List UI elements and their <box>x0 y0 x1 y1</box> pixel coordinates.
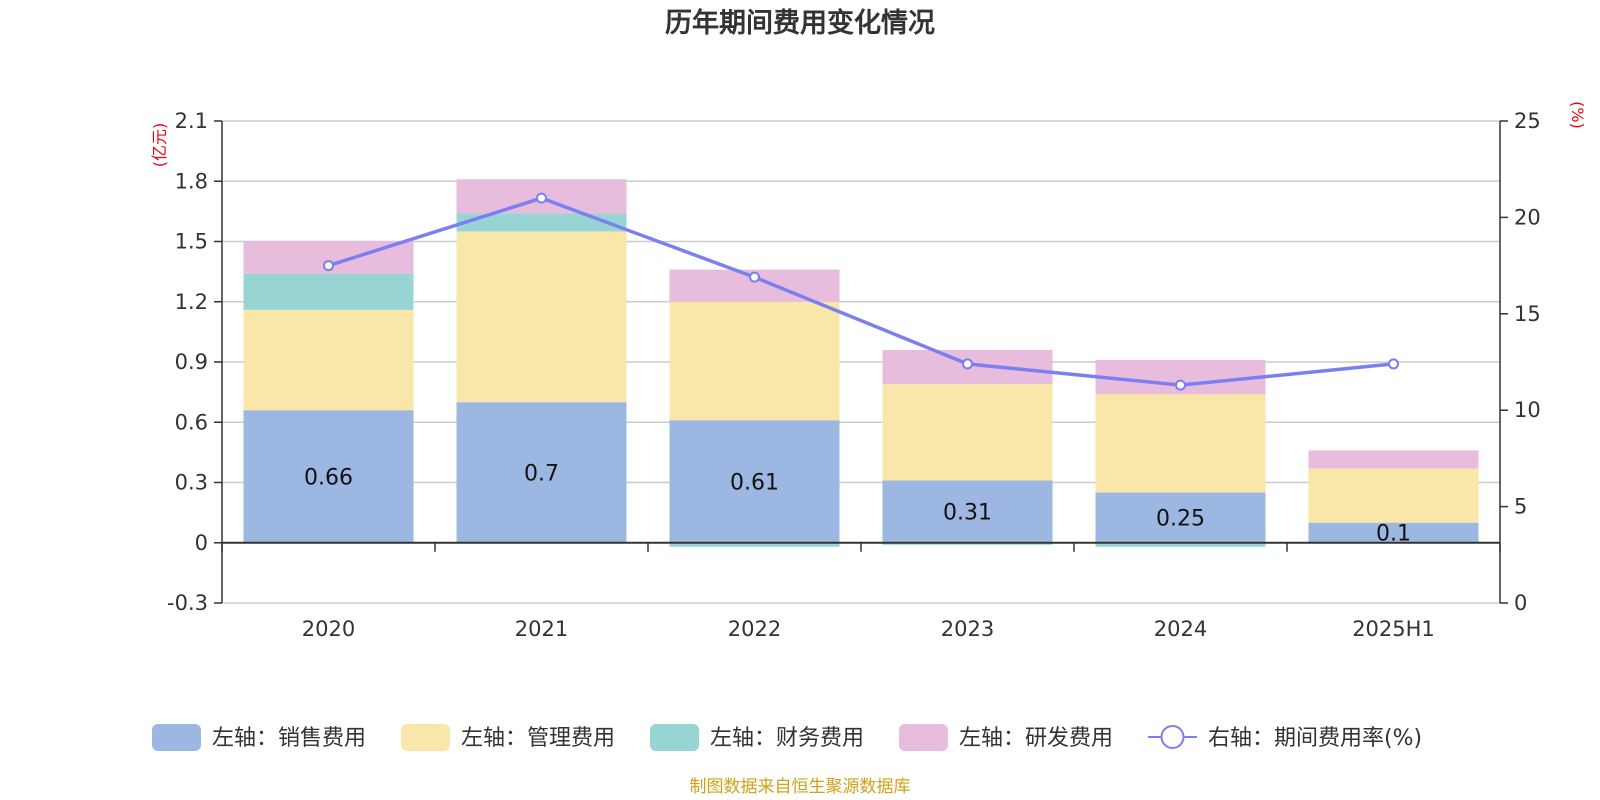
bar-segment <box>669 542 840 547</box>
bar-segment <box>456 213 627 232</box>
bar-segment <box>1095 492 1266 543</box>
bar-segment <box>1308 468 1479 523</box>
category-label: 2022 <box>728 617 781 641</box>
bar-segment <box>1308 522 1479 543</box>
bar-value-label: 0.7 <box>524 461 559 486</box>
bar-value-label: 0.1 <box>1376 522 1411 547</box>
left-tick-label: 0.6 <box>175 410 208 434</box>
left-tick-label: 0.3 <box>175 471 208 495</box>
bar-segment <box>1308 450 1479 469</box>
chart-title: 历年期间费用变化情况 <box>665 7 935 39</box>
left-tick-label: 1.5 <box>175 230 208 254</box>
right-tick-label: 20 <box>1514 205 1541 229</box>
category-label: 2020 <box>302 617 355 641</box>
rate-point <box>749 271 760 283</box>
legend: 左轴：销售费用 左轴：管理费用 左轴：财务费用 左轴：研发费用 右轴：期间费用率(%) <box>152 724 1422 751</box>
gridlines <box>222 120 1500 604</box>
category-label: 2023 <box>941 617 994 641</box>
legend-label: 左轴：财务费用 <box>710 726 864 751</box>
bar-segment <box>1095 394 1266 493</box>
legend-swatch <box>650 724 699 751</box>
legend-item: 右轴：期间费用率(%) <box>1148 725 1422 751</box>
legend-marker <box>1160 725 1185 749</box>
bar-value-label: 0.25 <box>1156 507 1205 532</box>
bar-segment <box>669 420 840 543</box>
bar-segment <box>1095 542 1266 547</box>
left-tick-label: 2.1 <box>175 109 208 133</box>
legend-label: 左轴：销售费用 <box>212 726 366 751</box>
right-tick-label: 0 <box>1514 591 1527 615</box>
left-tick-label: 1.2 <box>175 290 208 314</box>
bar-value-label: 0.31 <box>943 501 992 526</box>
bar-segment <box>882 542 1053 545</box>
bars <box>243 179 1479 547</box>
rate-point <box>323 260 334 272</box>
bar-segment <box>456 402 627 543</box>
left-tick-label: -0.3 <box>167 591 208 615</box>
rate-point <box>962 358 973 370</box>
category-label: 2021 <box>515 617 568 641</box>
legend-swatch <box>152 724 201 751</box>
category-label: 2025H1 <box>1352 617 1435 641</box>
right-tick-label: 15 <box>1514 302 1541 326</box>
rate-line-path <box>327 196 1394 387</box>
legend-label: 左轴：管理费用 <box>461 726 615 751</box>
bar-segment <box>243 410 414 543</box>
bar-value-label: 0.66 <box>304 465 353 490</box>
bar-segment <box>882 480 1053 543</box>
legend-label: 左轴：研发费用 <box>959 726 1113 751</box>
data-labels: 0.66 0.7 0.61 0.31 0.25 0.1 <box>304 461 1411 546</box>
axes: -0.3 0 0.3 0.6 0.9 1.2 1.5 1.8 2.1 0 5 10 15 20 25 2020… <box>167 109 1541 641</box>
right-axis-unit: (%) <box>1568 101 1587 129</box>
legend-swatch <box>401 724 450 751</box>
source-note: 制图数据来自恒生聚源数据库 <box>690 777 911 797</box>
bar-segment <box>243 309 414 411</box>
rate-point <box>1388 358 1399 370</box>
bar-segment <box>669 301 840 421</box>
legend-item: 左轴：管理费用 <box>401 724 615 751</box>
right-tick-label: 25 <box>1514 109 1541 133</box>
legend-item: 左轴：财务费用 <box>650 724 864 751</box>
left-tick-label: 0 <box>195 531 208 555</box>
bar-segment <box>243 273 414 310</box>
legend-swatch <box>899 724 948 751</box>
left-tick-label: 1.8 <box>175 169 208 193</box>
bar-value-label: 0.61 <box>730 470 779 495</box>
bar-segment <box>456 231 627 403</box>
right-tick-label: 5 <box>1514 495 1527 519</box>
bar-segment <box>882 384 1053 481</box>
legend-item: 左轴：销售费用 <box>152 724 366 751</box>
left-axis-unit: (亿元) <box>150 123 169 168</box>
right-tick-label: 10 <box>1514 398 1541 422</box>
rate-line <box>323 192 1399 391</box>
rate-point <box>536 192 547 204</box>
rate-point <box>1175 379 1186 391</box>
left-tick-label: 0.9 <box>175 350 208 374</box>
legend-label: 右轴：期间费用率(%) <box>1208 726 1422 751</box>
legend-item: 左轴：研发费用 <box>899 724 1113 751</box>
category-label: 2024 <box>1154 617 1207 641</box>
